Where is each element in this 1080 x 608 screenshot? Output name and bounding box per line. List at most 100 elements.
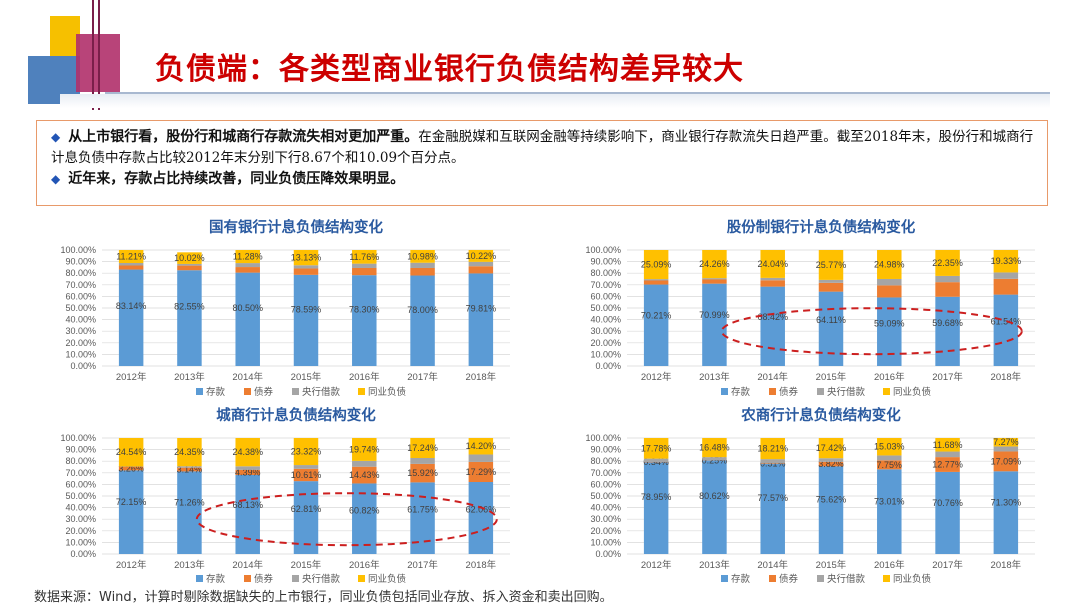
data-label: 78.59% — [291, 304, 322, 314]
y-tick-label: 40.00% — [65, 503, 96, 513]
bar-segment — [118, 269, 144, 366]
legend-swatch — [883, 388, 890, 395]
x-tick-label: 2016年 — [874, 559, 905, 571]
data-label: 15.03% — [874, 442, 905, 452]
data-label: 7.75% — [877, 460, 903, 470]
y-tick-label: 80.00% — [65, 456, 96, 466]
x-tick-label: 2013年 — [699, 371, 730, 383]
data-label: 80.50% — [232, 303, 263, 313]
bar-segment — [702, 457, 727, 461]
bar-segment — [643, 284, 669, 366]
y-tick-label: 30.00% — [590, 514, 621, 524]
legend-label: 同业负债 — [368, 573, 407, 585]
y-tick-label: 30.00% — [590, 326, 621, 336]
y-tick-label: 60.00% — [590, 479, 621, 489]
x-tick-label: 2012年 — [116, 371, 147, 383]
x-tick-label: 2014年 — [757, 371, 788, 383]
x-tick-label: 2013年 — [174, 371, 205, 383]
bar-segment — [760, 250, 785, 278]
legend-swatch — [721, 575, 728, 582]
x-tick-label: 2015年 — [291, 559, 322, 571]
legend-swatch — [244, 575, 251, 582]
data-label: 78.00% — [407, 305, 438, 315]
x-tick-label: 2012年 — [116, 559, 147, 571]
data-label: 62.06% — [466, 504, 497, 514]
bar-segment — [352, 267, 377, 276]
summary-box: ◆ 从上市银行看，股份行和城商行存款流失相对更加严重。在金融脱媒和互联网金融等持续… — [36, 120, 1048, 206]
diamond-bullet-icon: ◆ — [51, 130, 61, 144]
bar-segment — [877, 469, 902, 554]
bar-segment — [293, 268, 319, 275]
data-label: 78.95% — [641, 492, 672, 502]
legend-label: 存款 — [206, 386, 226, 398]
legend-swatch — [358, 575, 365, 582]
chart-title: 国有银行计息负债结构变化 — [209, 218, 383, 236]
bar-segment — [993, 294, 1019, 366]
data-label: 71.30% — [991, 498, 1022, 508]
legend-label: 债券 — [779, 573, 799, 585]
x-tick-label: 2014年 — [232, 371, 263, 383]
legend-label: 债券 — [779, 386, 799, 398]
x-tick-label: 2016年 — [874, 371, 905, 383]
legend-swatch — [196, 388, 203, 395]
data-label: 59.09% — [874, 319, 905, 329]
data-label: 14.20% — [466, 441, 497, 451]
bar-segment — [993, 278, 1019, 295]
bar-segment — [702, 438, 727, 458]
bar-segment — [352, 466, 377, 484]
y-tick-label: 40.00% — [590, 503, 621, 513]
bar-segment — [702, 283, 727, 366]
bar-segment — [235, 272, 260, 366]
y-tick-label: 50.00% — [65, 303, 96, 313]
y-tick-label: 20.00% — [65, 338, 96, 348]
bar-segment — [468, 482, 494, 554]
data-label: 0.25% — [702, 455, 728, 465]
bar-segment — [293, 465, 319, 469]
bar-segment — [293, 274, 319, 366]
bar-segment — [993, 451, 1019, 472]
data-label: 10.98% — [407, 251, 438, 261]
data-label: 13.13% — [291, 253, 322, 263]
bar-segment — [410, 438, 435, 458]
y-tick-label: 90.00% — [65, 257, 96, 267]
bar-segment — [760, 463, 785, 465]
data-label: 10.02% — [174, 253, 205, 263]
bar-segment — [235, 474, 260, 554]
bar-segment — [935, 275, 960, 283]
chart-title: 城商行计息负债结构变化 — [216, 406, 376, 424]
bar-segment — [818, 282, 844, 292]
y-tick-label: 100.00% — [60, 245, 96, 255]
data-label: 75.62% — [816, 495, 847, 505]
data-label: 17.42% — [816, 443, 847, 453]
data-label: 0.34% — [643, 457, 669, 467]
bar-segment — [643, 280, 669, 285]
y-tick-label: 90.00% — [590, 445, 621, 455]
legend-label: 存款 — [731, 573, 751, 585]
bar-segment — [235, 466, 260, 470]
bar-segment — [818, 466, 844, 554]
data-label: 24.26% — [699, 259, 730, 269]
data-label: 68.42% — [757, 312, 788, 322]
data-label: 24.54% — [116, 447, 147, 457]
y-tick-label: 40.00% — [65, 315, 96, 325]
legend-swatch — [244, 388, 251, 395]
y-tick-label: 0.00% — [70, 361, 96, 371]
data-label: 25.77% — [816, 260, 847, 270]
bar-segment — [177, 263, 202, 266]
bar-segment — [818, 291, 844, 366]
bar-segment — [235, 250, 260, 264]
summary-point-2: ◆ 近年来，存款占比持续改善，同业负债压降效果明显。 — [51, 169, 1035, 190]
data-label: 7.27% — [993, 437, 1019, 447]
deco-yellow-block — [50, 16, 80, 60]
bar-segment — [643, 458, 669, 463]
y-tick-label: 70.00% — [65, 468, 96, 478]
data-label: 59.68% — [932, 318, 963, 328]
bar-segment — [235, 267, 260, 273]
diamond-bullet-icon: ◆ — [51, 172, 61, 186]
y-tick-label: 40.00% — [590, 315, 621, 325]
bar-segment — [118, 250, 144, 264]
y-tick-label: 80.00% — [65, 268, 96, 278]
bar-segment — [818, 438, 844, 459]
y-tick-label: 60.00% — [65, 479, 96, 489]
legend-label: 央行借款 — [827, 573, 866, 585]
